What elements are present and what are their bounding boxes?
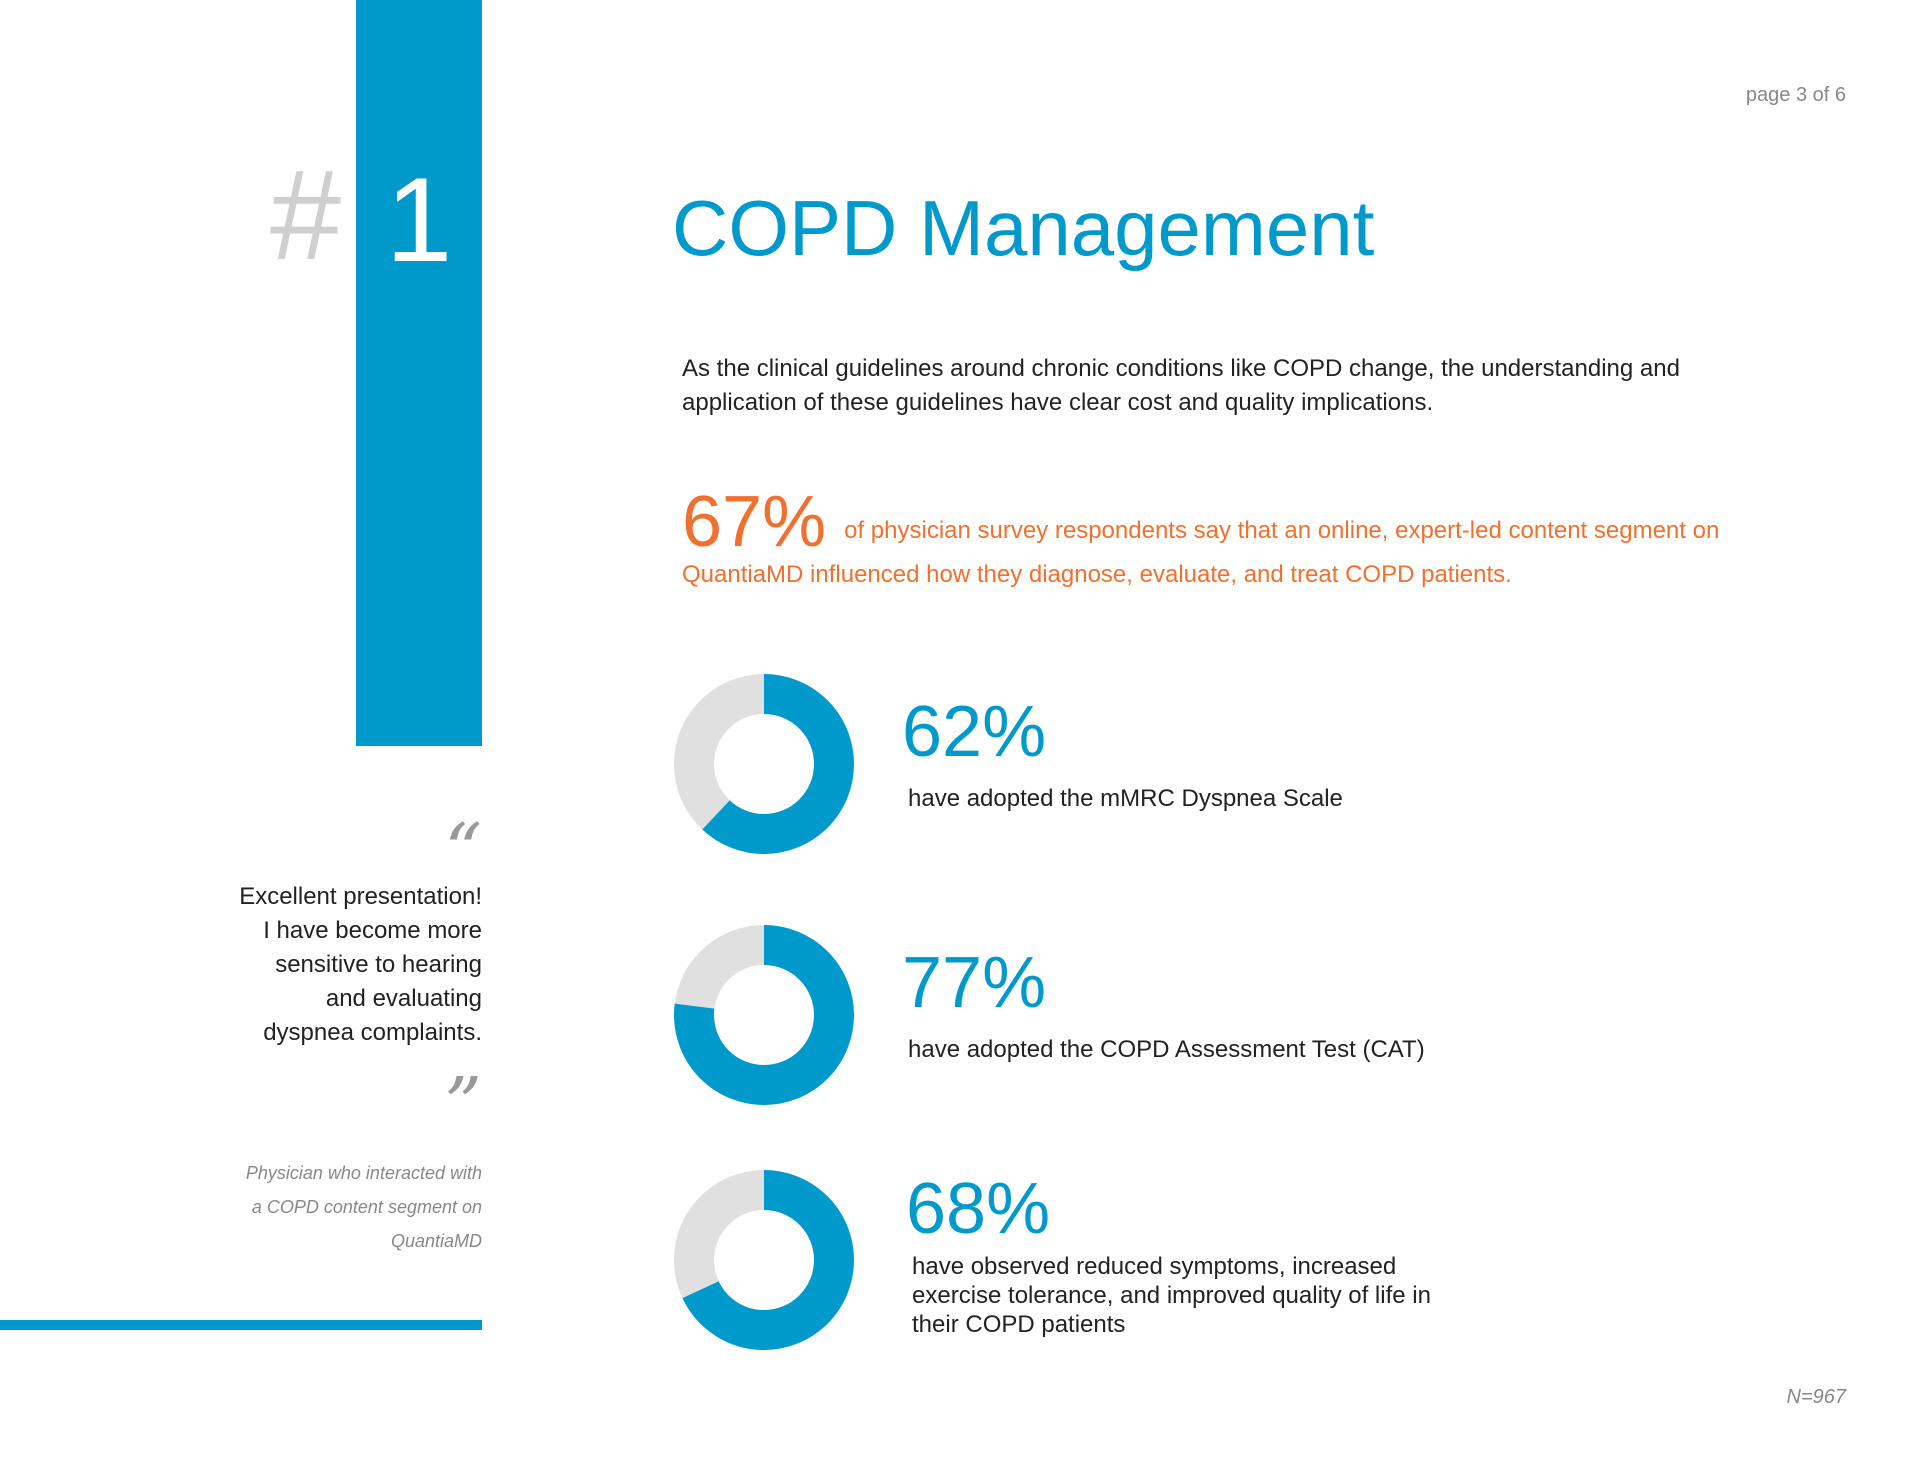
donut-value-arc — [674, 674, 854, 854]
quote-close-mark: ” — [444, 1062, 482, 1148]
quote-line: sensitive to hearing — [275, 951, 482, 978]
stat-description: have adopted the mMRC Dyspnea Scale — [908, 785, 1343, 812]
donut-value-arc — [674, 1170, 854, 1350]
donut-chart — [674, 925, 854, 1105]
stat-description: have adopted the COPD Assessment Test (C… — [908, 1036, 1425, 1063]
page-indicator: page 3 of 6 — [1745, 84, 1846, 106]
stat-percent: 77% — [902, 943, 1047, 1023]
attribution-line: QuantiaMD — [390, 1231, 482, 1251]
donut-chart — [674, 674, 854, 854]
rank-bar — [356, 0, 482, 746]
quote-line: and evaluating — [325, 985, 482, 1012]
attribution-line: Physician who interacted with — [245, 1163, 482, 1183]
rank-hash-symbol: # — [270, 144, 342, 287]
stat-percent: 62% — [902, 692, 1047, 772]
intro-paragraph: As the clinical guidelines around chroni… — [682, 355, 1680, 416]
sample-size-note: N=967 — [1786, 1386, 1847, 1408]
quote-line: I have become more — [263, 917, 482, 944]
stat-block-2: 77% have adopted the COPD Assessment Tes… — [672, 923, 1572, 1113]
rank-number: 1 — [385, 153, 453, 287]
highlight-stat: 67% of physician survey respondents say t… — [682, 486, 1802, 592]
stat-percent: 68% — [906, 1169, 1051, 1249]
highlight-percent: 67% — [682, 482, 827, 562]
highlight-text: of physician survey respondents say that… — [682, 517, 1720, 588]
donut-value-arc — [674, 925, 854, 1105]
quote-attribution: Physician who interacted with a COPD con… — [170, 1156, 482, 1258]
quote-line: Excellent presentation! — [239, 883, 482, 910]
stat-block-3: 68% have observed reduced symptoms, incr… — [672, 1168, 1572, 1358]
attribution-line: a COPD content segment on — [251, 1197, 482, 1217]
testimonial-quote: Excellent presentation! I have become mo… — [150, 880, 482, 1050]
stat-block-1: 62% have adopted the mMRC Dyspnea Scale — [672, 672, 1572, 862]
donut-chart — [674, 1170, 854, 1350]
stat-description: have observed reduced symptoms, increase… — [912, 1253, 1431, 1338]
page-title: COPD Management — [672, 184, 1375, 272]
quote-line: dyspnea complaints. — [263, 1019, 482, 1046]
bottom-divider — [0, 1320, 482, 1330]
quote-open-mark: “ — [444, 808, 482, 894]
